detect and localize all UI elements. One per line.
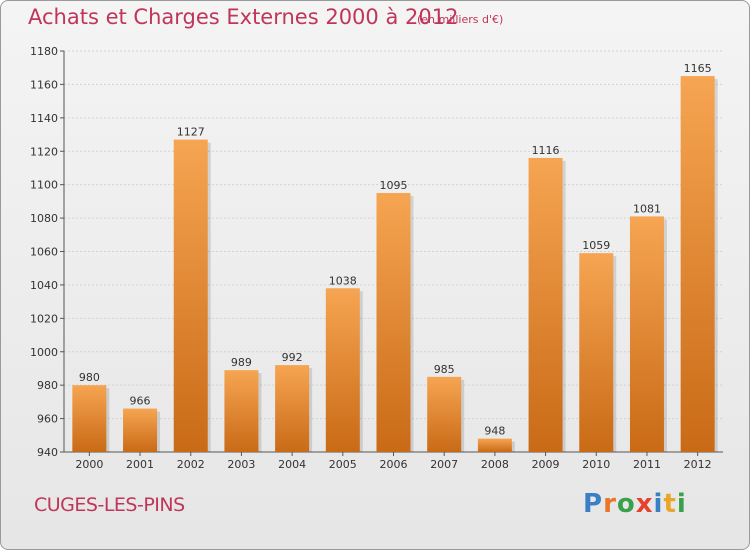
x-tick-label-2005: 2005 [329,458,357,471]
bar-2009 [528,157,563,452]
logo-letter: o [616,489,636,519]
x-tick-label-2007: 2007 [430,458,458,471]
data-label-2006: 1095 [380,179,408,192]
data-label-2005: 1038 [329,274,357,287]
bar-2010 [579,253,614,452]
axes: 940 960 980 1000 1020 1040 1060 1080 1100 1120 114… [30,45,723,459]
y-tick-label: 1120 [30,145,58,158]
y-tick-label: 1020 [30,312,58,325]
y-tick-label: 1100 [30,179,58,192]
city-name: CUGES-LES-PINS [34,494,185,516]
bar-2000 [72,385,107,452]
x-tick-label-2012: 2012 [684,458,712,471]
x-tick-label-2002: 2002 [177,458,205,471]
logo-letter: P [583,489,604,519]
bar-2006 [376,193,411,453]
x-tick-label-2010: 2010 [582,458,610,471]
bars [72,76,718,453]
proxiti-logo[interactable]: Proxiti [583,489,687,519]
y-tick-label: 1040 [30,279,58,292]
data-label-2010: 1059 [582,239,610,252]
data-label-2004: 992 [282,351,303,364]
y-tick-label: 940 [37,446,58,459]
bar-2004 [275,365,310,452]
y-tick-label: 1140 [30,112,58,125]
y-tick-label: 1180 [30,45,58,58]
y-tick-label: 1160 [30,78,58,91]
bar-2005 [325,288,360,452]
bar-2003 [224,370,259,452]
y-tick-label: 1000 [30,346,58,359]
bar-2008 [477,438,512,452]
y-tick-label: 960 [37,413,58,426]
chart-title: Achats et Charges Externes 2000 à 2012 [28,5,459,29]
data-label-2008: 948 [484,425,505,438]
data-label-2007: 985 [434,363,455,376]
logo-letter: x [635,489,654,519]
data-label-2011: 1081 [633,202,661,215]
data-label-2002: 1127 [177,126,205,139]
x-tick-label-2000: 2000 [75,458,103,471]
data-label-2001: 966 [130,395,151,408]
data-label-2003: 989 [231,356,252,369]
x-tick-label-2003: 2003 [227,458,255,471]
chart-subtitle: (en milliers d'€) [417,13,504,26]
logo-letter: i [653,489,664,519]
bar-2007 [427,376,462,452]
labels: 980 2000 966 2001 1127 2002 989 2003 992 2004 1038… [75,62,711,471]
data-label-2012: 1165 [684,62,712,75]
data-label-2009: 1116 [532,144,560,157]
x-tick-label-2001: 2001 [126,458,154,471]
bar-2012 [680,76,715,452]
x-tick-label-2004: 2004 [278,458,306,471]
y-tick-label: 1080 [30,212,58,225]
x-tick-label-2009: 2009 [532,458,560,471]
x-tick-label-2006: 2006 [380,458,408,471]
bar-2011 [629,216,664,452]
bar-2002 [173,139,208,452]
bar-2001 [123,408,158,452]
x-tick-label-2011: 2011 [633,458,661,471]
data-label-2000: 980 [79,371,100,384]
logo-letter: i [676,489,687,519]
y-tick-label: 980 [37,379,58,392]
x-tick-label-2008: 2008 [481,458,509,471]
y-tick-label: 1060 [30,246,58,259]
logo-letter: r [603,489,617,519]
logo-letter: t [663,489,677,519]
